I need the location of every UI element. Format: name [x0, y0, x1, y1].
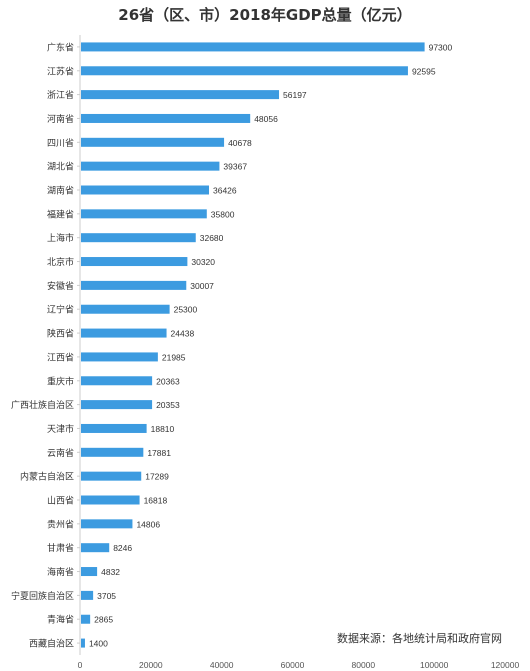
value-label: 56197 — [283, 90, 307, 100]
category-label: 宁夏回族自治区 — [11, 590, 74, 602]
bar — [81, 185, 210, 195]
bar — [81, 567, 98, 577]
value-label: 16818 — [144, 496, 168, 506]
value-label: 32680 — [200, 233, 224, 243]
category-label: 福建省 — [47, 208, 74, 220]
category-label: 山西省 — [47, 495, 74, 507]
bar — [81, 423, 147, 433]
category-label: 湖北省 — [47, 161, 74, 173]
bar — [81, 638, 85, 648]
category-label: 辽宁省 — [47, 304, 74, 316]
bar — [81, 113, 251, 123]
value-label: 3705 — [97, 591, 116, 601]
bar — [81, 66, 408, 76]
x-tick-label: 60000 — [281, 660, 305, 670]
category-label: 云南省 — [47, 447, 74, 459]
category-label: 河南省 — [47, 113, 74, 125]
category-label: 青海省 — [47, 614, 74, 626]
value-label: 36426 — [213, 186, 237, 196]
chart-title: 26省（区、市）2018年GDP总量（亿元） — [118, 6, 412, 24]
category-label: 广东省 — [47, 41, 74, 53]
value-label: 25300 — [174, 305, 198, 315]
bar — [81, 614, 91, 624]
x-tick-label: 20000 — [139, 660, 163, 670]
value-label: 18810 — [151, 424, 175, 434]
bar — [81, 161, 220, 171]
value-label: 17881 — [147, 448, 171, 458]
bar — [81, 328, 167, 338]
value-label: 1400 — [89, 639, 108, 649]
value-label: 40678 — [228, 138, 252, 148]
category-label: 浙江省 — [47, 89, 74, 101]
category-label: 甘肃省 — [47, 542, 74, 554]
value-label: 2865 — [94, 615, 113, 625]
bar — [81, 304, 170, 314]
bar — [81, 233, 196, 243]
value-label: 30007 — [190, 281, 214, 291]
bar — [81, 209, 207, 219]
value-label: 24438 — [171, 329, 195, 339]
value-label: 20353 — [156, 400, 180, 410]
category-label: 上海市 — [47, 232, 74, 244]
bar — [81, 543, 110, 553]
x-tick-label: 120000 — [491, 660, 520, 670]
bar — [81, 280, 187, 290]
category-label: 海南省 — [47, 566, 74, 578]
bar — [81, 471, 142, 481]
bar — [81, 519, 133, 529]
bar — [81, 257, 188, 267]
category-label: 江西省 — [47, 351, 74, 363]
x-tick-label: 100000 — [420, 660, 449, 670]
x-tick-label: 0 — [78, 660, 83, 670]
category-label: 西藏自治区 — [29, 638, 74, 650]
value-label: 97300 — [429, 42, 453, 52]
value-label: 17289 — [145, 472, 169, 482]
bar — [81, 137, 225, 147]
value-label: 48056 — [254, 114, 278, 124]
x-tick-label: 40000 — [210, 660, 234, 670]
category-label: 四川省 — [47, 137, 74, 149]
value-label: 35800 — [211, 209, 235, 219]
data-source-note: 数据来源：各地统计局和政府官网 — [337, 632, 502, 645]
value-label: 20363 — [156, 376, 180, 386]
bar — [81, 42, 425, 52]
category-label: 广西壮族自治区 — [11, 399, 74, 411]
bar — [81, 447, 144, 457]
category-label: 内蒙古自治区 — [20, 471, 74, 483]
bar — [81, 352, 158, 362]
x-tick-label: 80000 — [352, 660, 376, 670]
category-label: 贵州省 — [47, 518, 74, 530]
value-label: 30320 — [191, 257, 215, 267]
category-label: 重庆市 — [47, 375, 74, 387]
category-label: 江苏省 — [47, 65, 74, 77]
value-label: 8246 — [113, 543, 132, 553]
category-label: 湖南省 — [47, 185, 74, 197]
value-label: 4832 — [101, 567, 120, 577]
bar — [81, 90, 280, 100]
value-label: 92595 — [412, 66, 436, 76]
category-label: 安徽省 — [47, 280, 74, 292]
value-label: 21985 — [162, 352, 186, 362]
bar — [81, 495, 140, 505]
category-label: 北京市 — [47, 256, 74, 268]
value-label: 39367 — [223, 162, 247, 172]
bar — [81, 590, 94, 600]
bar — [81, 400, 153, 410]
bar — [81, 376, 153, 386]
category-label: 陕西省 — [47, 328, 74, 340]
value-label: 14806 — [136, 519, 160, 529]
category-label: 天津市 — [47, 423, 74, 435]
